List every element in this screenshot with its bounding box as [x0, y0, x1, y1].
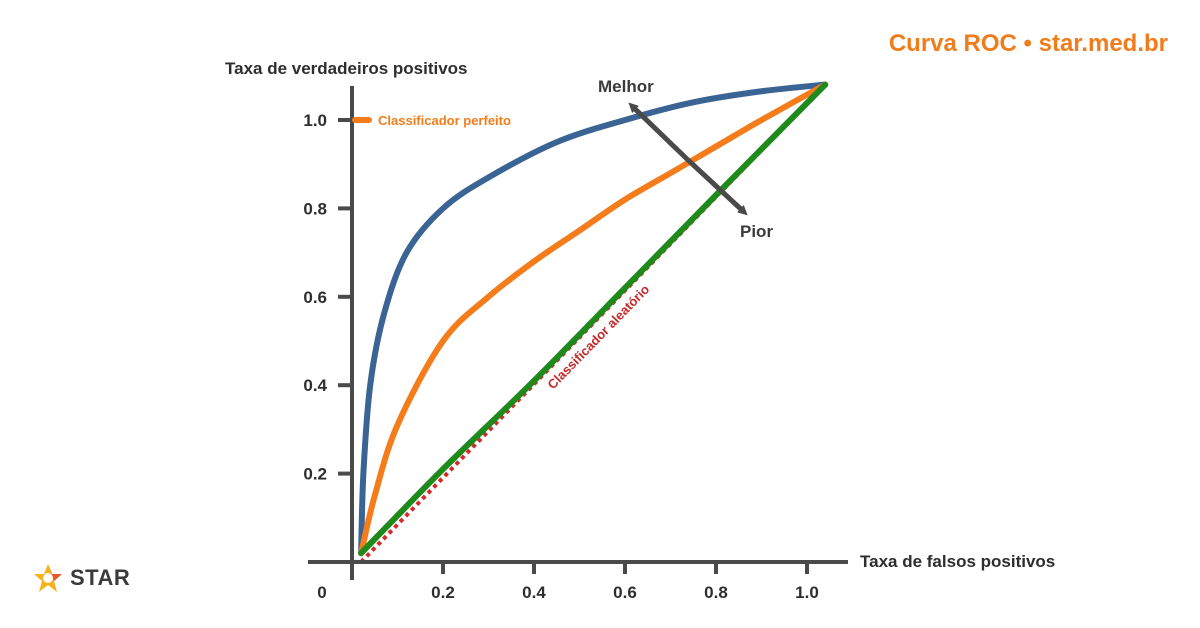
brand-name: STAR — [70, 565, 131, 590]
y-tick-label: 1.0 — [303, 111, 327, 130]
y-ticks: 0.2 0.4 0.6 0.8 1.0 — [303, 111, 352, 484]
y-tick-label: 0.6 — [303, 288, 327, 307]
brand-logo: STAR — [32, 562, 130, 594]
better-label: Melhor — [598, 77, 654, 96]
series-curva-azul — [358, 81, 829, 557]
star-logo-icon — [34, 564, 62, 592]
x-tick-label: 1.0 — [795, 583, 819, 602]
y-tick-label: 0.4 — [303, 376, 327, 395]
better-worse-arrow — [628, 102, 690, 162]
header-title: Curva ROC • star.med.br — [888, 30, 1168, 57]
x-tick-label: 0.4 — [522, 583, 546, 602]
x-tick-label: 0.6 — [613, 583, 637, 602]
series-layer — [358, 81, 829, 564]
x-tick-label: 0 — [317, 583, 326, 602]
better-worse-arrow-tail — [686, 158, 748, 216]
y-tick-label: 0.2 — [303, 465, 327, 484]
worse-label: Pior — [740, 222, 773, 241]
y-axis-label: Taxa de verdadeiros positivos — [225, 59, 468, 78]
series-curva-verde — [358, 81, 829, 557]
x-tick-label: 0.2 — [431, 583, 455, 602]
series-curva-laranja — [358, 81, 829, 557]
x-axis-label: Taxa de falsos positivos — [860, 552, 1055, 571]
x-tick-label: 0.8 — [704, 583, 728, 602]
y-tick-label: 0.8 — [303, 199, 327, 218]
x-ticks: 0 0.2 0.4 0.6 0.8 1.0 — [317, 562, 819, 602]
random-classifier-label: Classificador aleatório — [544, 282, 652, 392]
perfect-classifier-label: Classificador perfeito — [378, 113, 511, 128]
